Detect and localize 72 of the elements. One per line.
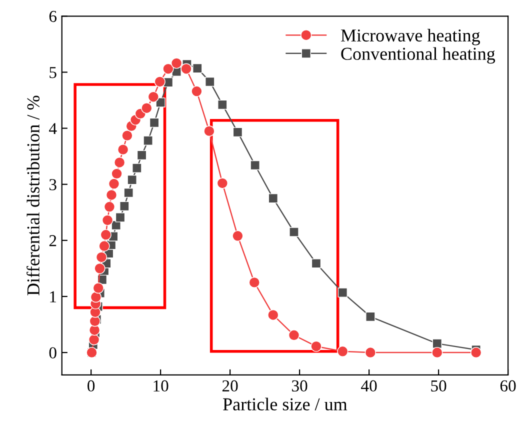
point [192, 63, 202, 74]
point [180, 63, 192, 74]
point [310, 340, 322, 352]
y-axis-title: Differential distribution / % [26, 96, 40, 296]
y-tick-label: 2 [49, 235, 56, 246]
point [143, 136, 153, 146]
point [432, 346, 443, 358]
point [288, 330, 300, 341]
point [364, 346, 376, 358]
point [268, 193, 278, 204]
point [216, 178, 228, 189]
legend-label: Conventional heating [341, 47, 496, 64]
point [204, 126, 215, 137]
point [122, 130, 133, 142]
point [154, 76, 166, 88]
point [248, 276, 260, 288]
point [191, 86, 202, 97]
x-tick-label: 30 [292, 380, 308, 392]
point [136, 150, 147, 160]
point [170, 58, 182, 69]
point [148, 91, 159, 102]
point [127, 174, 137, 185]
point [96, 252, 108, 263]
y-tick-label: 1 [50, 291, 56, 302]
point [132, 163, 142, 173]
point [114, 156, 126, 168]
point [149, 118, 160, 128]
point [311, 258, 322, 268]
x-tick-label: 20 [222, 380, 238, 392]
point [117, 144, 129, 156]
point [218, 100, 228, 110]
point [162, 63, 174, 74]
y-tick-label: 3 [49, 179, 56, 190]
point [98, 240, 110, 252]
x-tick-label: 50 [431, 380, 446, 392]
point [141, 102, 152, 114]
point [102, 214, 114, 226]
point [338, 288, 348, 298]
point [111, 168, 122, 180]
x-tick-label: 60 [500, 380, 516, 392]
legend-label: Microwave heating [340, 28, 480, 46]
x-tick-label: 10 [154, 380, 168, 392]
y-tick-label: 5 [50, 67, 56, 78]
x-axis-title: Particle size / um [223, 398, 348, 410]
point [232, 127, 243, 138]
point [289, 227, 299, 237]
point [88, 334, 100, 346]
point [115, 212, 126, 222]
y-tick-label: 4 [49, 123, 57, 134]
point [88, 324, 100, 336]
point [104, 201, 116, 212]
point [120, 201, 130, 212]
x-tick-label: 40 [361, 380, 377, 392]
point [90, 291, 102, 303]
point [250, 160, 260, 170]
point [100, 229, 112, 240]
point [94, 262, 106, 274]
point [156, 98, 166, 108]
x-tick-label: 0 [88, 380, 95, 392]
point [470, 346, 482, 358]
point [205, 76, 215, 87]
point [106, 189, 118, 201]
y-tick-label: 6 [49, 10, 57, 22]
point [366, 312, 376, 322]
point [268, 309, 279, 321]
point [337, 346, 348, 357]
y-tick-label: 0 [49, 347, 56, 358]
point [108, 178, 120, 190]
point [232, 230, 244, 242]
point [92, 282, 104, 294]
point [432, 338, 442, 348]
point [124, 188, 134, 198]
